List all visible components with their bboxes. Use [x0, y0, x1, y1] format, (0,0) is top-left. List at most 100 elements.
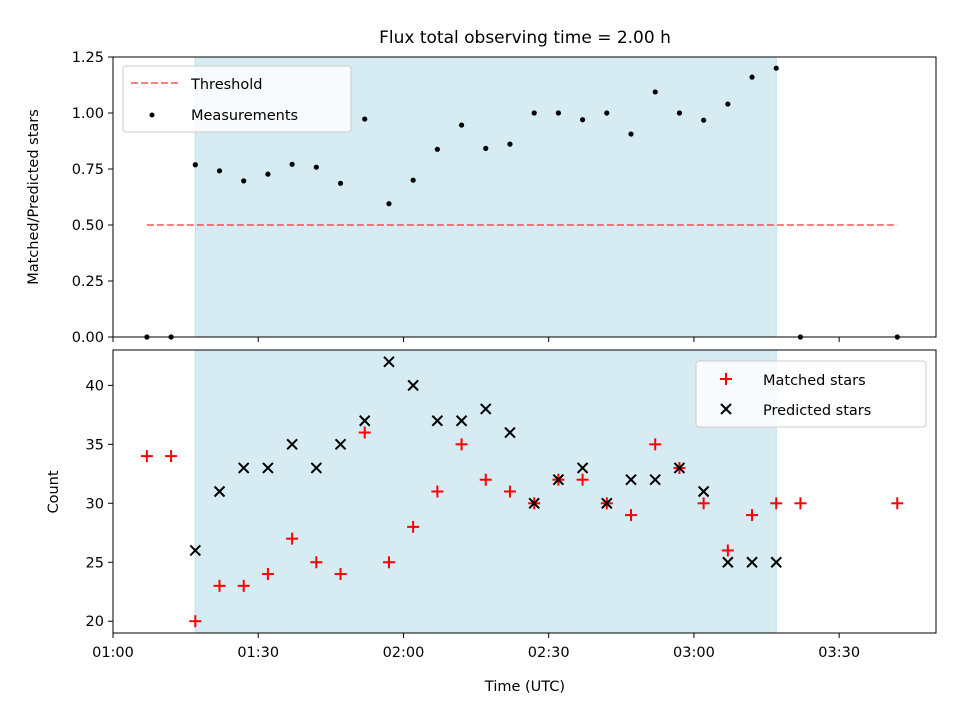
top-ytick-label: 0.00: [72, 330, 104, 346]
matched-point: [770, 497, 783, 510]
predicted-point: [407, 379, 419, 392]
bottom-plot-frame: [112, 349, 937, 634]
top-ytick-label: 1.25: [72, 50, 104, 66]
measurement-point: [410, 177, 416, 183]
matched-point: [310, 556, 323, 569]
matched-point: [625, 509, 638, 522]
bottom-xtick-label: 01:00: [92, 645, 134, 661]
matched-point: [189, 615, 202, 628]
predicted-point: [552, 474, 565, 486]
bottom-ytick-label: 20: [86, 614, 104, 630]
measurement-point: [265, 171, 271, 177]
measurement-point: [386, 201, 392, 207]
bottom-xtick-label: 02:30: [528, 645, 570, 661]
measurement-point: [579, 117, 586, 123]
bottom-ytick-label: 25: [86, 555, 104, 571]
bottom-legend-box: [695, 360, 927, 428]
measurement-point: [289, 161, 295, 167]
matched-point: [576, 473, 589, 486]
predicted-point: [601, 497, 613, 509]
measurement-point: [241, 178, 247, 184]
predicted-point: [576, 462, 589, 474]
measurement-point: [337, 180, 344, 186]
legend-predicted-marker: [720, 403, 732, 415]
top-legend: Threshold Measurements: [122, 65, 352, 133]
predicted-point: [770, 556, 782, 568]
measurement-point: [458, 122, 465, 128]
predicted-point: [722, 556, 734, 568]
matched-point: [891, 497, 904, 510]
measurement-point: [362, 116, 368, 122]
measurement-point: [507, 141, 513, 147]
matched-point: [140, 450, 153, 463]
predicted-point: [746, 556, 758, 568]
measurement-point: [434, 146, 440, 152]
measurement-point: [701, 117, 707, 123]
top-plot-frame: [112, 56, 937, 338]
predicted-point: [286, 438, 298, 451]
legend-matched-label: Matched stars: [763, 373, 866, 389]
measurement-point: [192, 162, 198, 168]
matched-point: [697, 497, 710, 510]
bottom-shaded-span: [194, 349, 777, 634]
legend-measurements-label: Measurements: [191, 108, 298, 124]
matched-point: [455, 438, 468, 451]
predicted-point: [189, 544, 202, 557]
bottom-ytick-label: 30: [86, 496, 104, 512]
bottom-xtick-label: 02:00: [383, 645, 425, 661]
chart-title: Flux total observing time = 2.00 h: [379, 28, 671, 48]
matched-point: [382, 556, 395, 569]
matched-point: [721, 544, 734, 557]
matched-point: [746, 509, 759, 522]
predicted-point: [334, 438, 347, 451]
top-legend-box: [122, 65, 352, 133]
matched-point: [334, 568, 347, 581]
bottom-ytick-label: 35: [86, 437, 104, 453]
bottom-xtick-label: 03:00: [673, 645, 715, 661]
matched-point: [213, 579, 226, 592]
legend-measurement-marker: [149, 112, 155, 118]
predicted-point: [238, 462, 250, 474]
measurement-point: [313, 164, 319, 170]
matched-point: [431, 485, 444, 498]
predicted-point: [625, 474, 637, 486]
measurement-point: [555, 110, 561, 116]
matched-point: [649, 438, 662, 451]
predicted-point: [697, 485, 710, 498]
bottom-ytick-label: 40: [86, 378, 104, 394]
measurement-point: [531, 110, 537, 116]
predicted-point: [383, 356, 395, 368]
bottom-xtick-label: 03:30: [818, 645, 860, 661]
top-panel: 0.00 0.25 0.50 0.75 1.00 1.25 Matched/Predict…: [26, 50, 937, 346]
matched-point: [794, 497, 807, 510]
predicted-point: [455, 415, 468, 427]
predicted-point: [480, 403, 492, 415]
bottom-xlabel: Time (UTC): [484, 679, 565, 695]
matched-point: [479, 473, 492, 486]
bottom-legend: Matched stars Predicted stars: [695, 360, 927, 428]
measurement-point: [652, 89, 658, 95]
legend-threshold-label: Threshold: [190, 77, 262, 93]
measurement-point: [773, 65, 779, 71]
predicted-point: [213, 485, 226, 498]
predicted-point: [649, 474, 661, 486]
predicted-point: [673, 462, 686, 474]
measurement-point: [749, 74, 755, 80]
matched-point: [358, 426, 371, 439]
top-ylabel: Matched/Predicted stars: [26, 109, 42, 285]
predicted-point: [431, 415, 444, 427]
top-ytick-label: 0.50: [72, 218, 104, 234]
predicted-point: [528, 497, 540, 509]
matched-point: [237, 579, 250, 592]
measurement-point: [604, 110, 610, 116]
matched-point: [503, 485, 516, 498]
measurement-point: [725, 101, 731, 107]
matched-point: [165, 450, 178, 463]
top-ytick-label: 0.25: [72, 274, 104, 290]
measurement-point: [628, 131, 634, 137]
matched-point: [261, 568, 274, 581]
measurement-point: [483, 145, 489, 151]
top-ytick-label: 1.00: [72, 106, 104, 122]
measurement-point: [676, 110, 683, 116]
